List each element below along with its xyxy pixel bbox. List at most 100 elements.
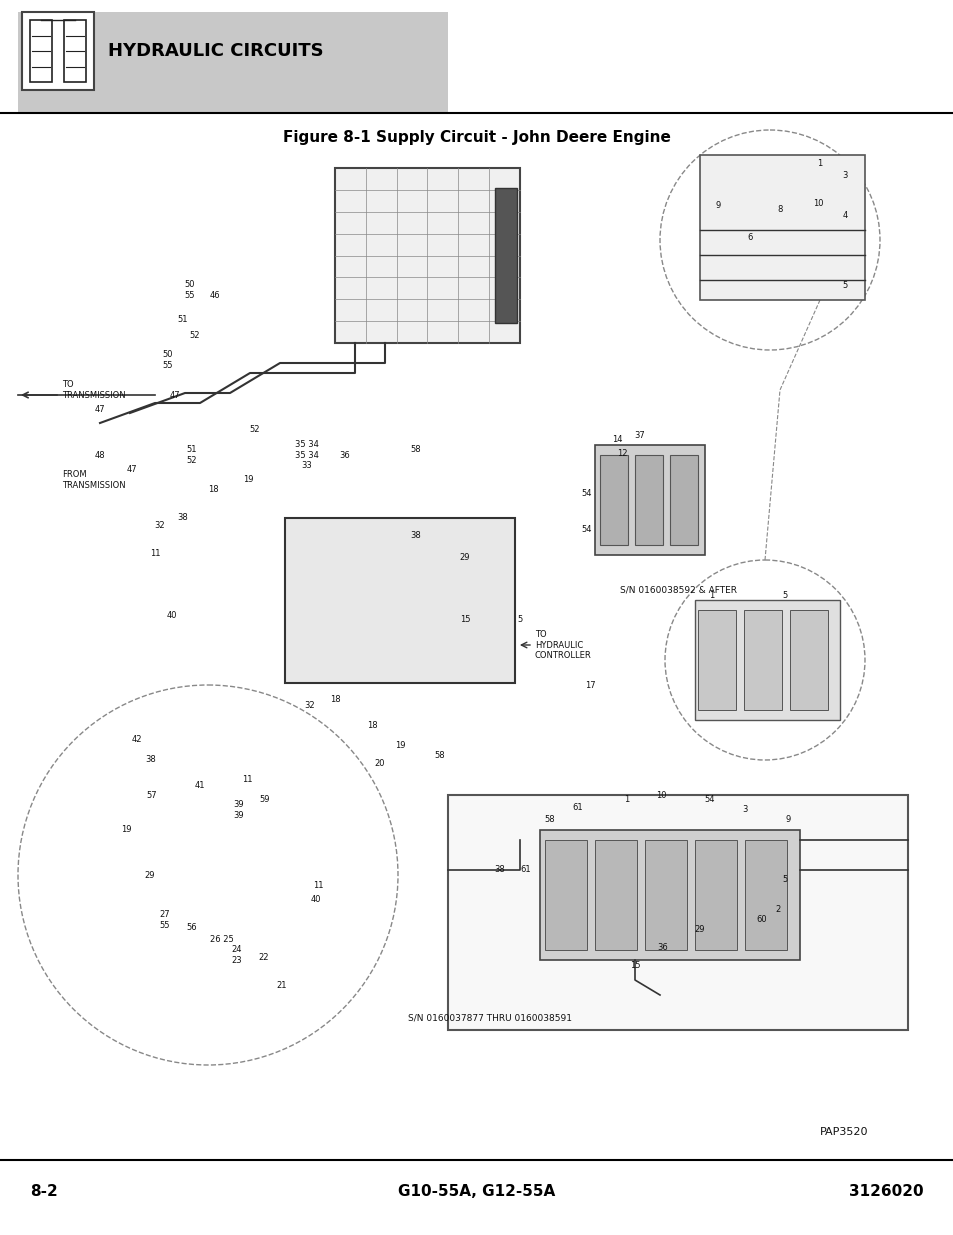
- Text: PAP3520: PAP3520: [820, 1128, 867, 1137]
- Text: 32: 32: [304, 700, 315, 709]
- Text: 58: 58: [544, 815, 555, 825]
- Text: 29: 29: [459, 552, 470, 562]
- Text: 18: 18: [208, 485, 218, 494]
- Text: 38: 38: [146, 756, 156, 764]
- Text: HYDRAULIC CIRCUITS: HYDRAULIC CIRCUITS: [108, 42, 323, 61]
- Bar: [22, 12, 94, 90]
- Text: 35 34
35 34
33: 35 34 35 34 33: [294, 440, 318, 469]
- Text: 58: 58: [435, 751, 445, 760]
- Text: S/N 0160038592 & AFTER: S/N 0160038592 & AFTER: [619, 585, 737, 594]
- Text: 54: 54: [581, 526, 592, 535]
- Text: 50
55: 50 55: [163, 351, 173, 369]
- Bar: [30, 20, 52, 82]
- Text: 10: 10: [812, 199, 822, 207]
- Bar: [335, 168, 519, 343]
- Text: 56: 56: [187, 924, 197, 932]
- Text: 19: 19: [242, 475, 253, 484]
- Text: G10-55A, G12-55A: G10-55A, G12-55A: [398, 1184, 555, 1199]
- Text: 40: 40: [167, 610, 177, 620]
- Text: 10: 10: [655, 792, 665, 800]
- Bar: [544, 840, 586, 950]
- Text: S/N 0160037877 THRU 0160038591: S/N 0160037877 THRU 0160038591: [408, 1014, 572, 1023]
- Text: 1: 1: [817, 158, 821, 168]
- Text: 58: 58: [410, 446, 421, 454]
- Text: 41: 41: [194, 781, 205, 789]
- Text: 5: 5: [781, 590, 787, 599]
- Text: 8-2: 8-2: [30, 1184, 58, 1199]
- Text: 11: 11: [313, 881, 323, 889]
- Text: Figure 8-1 Supply Circuit - John Deere Engine: Figure 8-1 Supply Circuit - John Deere E…: [283, 130, 670, 144]
- Bar: [599, 454, 627, 545]
- Text: 5: 5: [517, 615, 522, 625]
- Text: 9: 9: [784, 815, 790, 825]
- Text: 12: 12: [616, 448, 626, 457]
- Text: 50
55: 50 55: [185, 280, 195, 300]
- Bar: [669, 454, 698, 545]
- Bar: [700, 156, 864, 300]
- Text: 11: 11: [150, 548, 160, 557]
- Bar: [743, 610, 781, 710]
- Text: 1: 1: [709, 590, 714, 599]
- Bar: [539, 830, 800, 960]
- Text: 3: 3: [741, 805, 747, 815]
- Bar: [18, 140, 935, 1145]
- Text: 4: 4: [841, 210, 846, 220]
- Text: 38: 38: [494, 866, 505, 874]
- Text: 21: 21: [276, 981, 287, 989]
- Text: 5: 5: [781, 876, 787, 884]
- Text: 1: 1: [623, 795, 629, 804]
- Text: 61: 61: [572, 804, 582, 813]
- Text: 8: 8: [777, 205, 781, 215]
- Bar: [495, 188, 517, 324]
- Text: 3126020: 3126020: [848, 1184, 923, 1199]
- Text: 9: 9: [715, 200, 720, 210]
- Bar: [448, 795, 907, 1030]
- Bar: [698, 610, 735, 710]
- Text: 37: 37: [634, 431, 644, 440]
- Text: 19: 19: [395, 741, 405, 750]
- Bar: [285, 517, 515, 683]
- Text: 48: 48: [94, 451, 105, 459]
- Text: 60: 60: [756, 915, 766, 925]
- Text: 52: 52: [190, 331, 200, 340]
- Text: 32: 32: [154, 520, 165, 530]
- Bar: [595, 840, 637, 950]
- Text: 47: 47: [94, 405, 105, 415]
- Text: 47: 47: [170, 390, 180, 399]
- Text: 54: 54: [704, 795, 715, 804]
- Text: 18: 18: [366, 720, 377, 730]
- Text: 57: 57: [147, 790, 157, 799]
- Bar: [595, 445, 704, 555]
- Bar: [695, 840, 737, 950]
- Text: 47: 47: [127, 466, 137, 474]
- Text: 27
55: 27 55: [159, 910, 171, 930]
- Text: TO
HYDRAULIC
CONTROLLER: TO HYDRAULIC CONTROLLER: [535, 630, 591, 659]
- Text: 2: 2: [775, 905, 780, 914]
- Text: 26 25: 26 25: [210, 935, 233, 945]
- Text: 42: 42: [132, 736, 142, 745]
- Text: 59: 59: [259, 795, 270, 804]
- Text: 61: 61: [520, 866, 531, 874]
- Text: 36: 36: [657, 942, 668, 951]
- Text: 36: 36: [339, 451, 350, 459]
- Text: 5: 5: [841, 280, 846, 289]
- Bar: [789, 610, 827, 710]
- Text: 40: 40: [311, 895, 321, 904]
- Text: 3: 3: [841, 170, 847, 179]
- Text: FROM
TRANSMISSION: FROM TRANSMISSION: [62, 471, 126, 490]
- Text: 17: 17: [584, 680, 595, 689]
- Text: 11: 11: [241, 776, 252, 784]
- Text: 38: 38: [177, 514, 188, 522]
- Text: TO
TRANSMISSION: TO TRANSMISSION: [62, 380, 126, 400]
- Text: 22: 22: [258, 952, 269, 962]
- Bar: [635, 454, 662, 545]
- Text: 46: 46: [210, 290, 220, 300]
- Text: 51
52: 51 52: [187, 446, 197, 464]
- Bar: [64, 20, 86, 82]
- Text: 54: 54: [581, 489, 592, 498]
- Bar: [695, 600, 840, 720]
- Text: 39
39: 39 39: [233, 800, 244, 820]
- Text: 29: 29: [145, 871, 155, 879]
- Text: 15: 15: [459, 615, 470, 625]
- Bar: [644, 840, 686, 950]
